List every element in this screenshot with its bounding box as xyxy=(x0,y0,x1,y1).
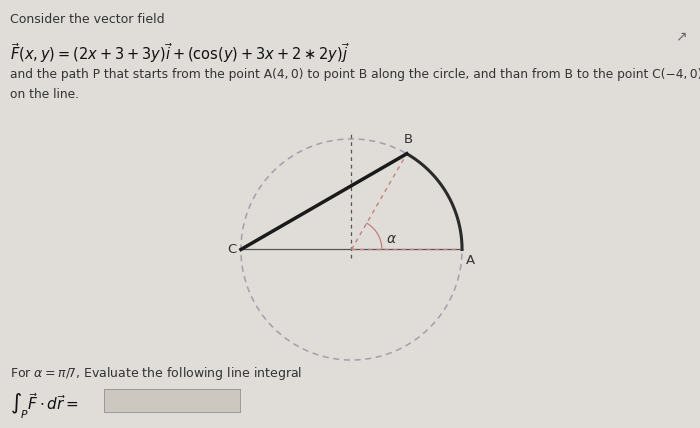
Text: Consider the vector field: Consider the vector field xyxy=(10,13,164,26)
Text: ↗: ↗ xyxy=(675,30,686,43)
Text: C: C xyxy=(228,243,237,256)
Text: α: α xyxy=(387,232,396,246)
Text: $\int_P \vec{F} \cdot d\vec{r} =$: $\int_P \vec{F} \cdot d\vec{r} =$ xyxy=(10,392,79,421)
Text: $\vec{F}(x, y) = (2x + 3 + 3y)\vec{i} + (\cos(y) + 3x + 2\ast 2y)\vec{j}$: $\vec{F}(x, y) = (2x + 3 + 3y)\vec{i} + … xyxy=(10,41,349,65)
Text: For $\alpha = \pi/7$, Evaluate the following line integral: For $\alpha = \pi/7$, Evaluate the follo… xyxy=(10,365,302,382)
Text: A: A xyxy=(466,254,475,267)
Text: on the line.: on the line. xyxy=(10,88,79,101)
Text: B: B xyxy=(404,133,413,146)
Text: and the path P that starts from the point A(4, 0) to point B along the circle, a: and the path P that starts from the poin… xyxy=(10,68,700,81)
